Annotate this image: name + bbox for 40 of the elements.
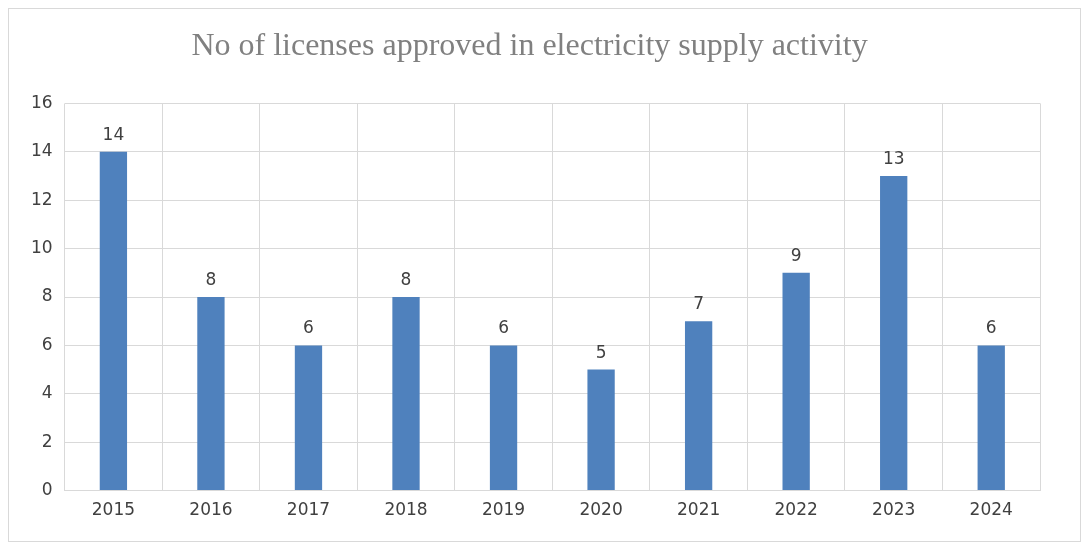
bar	[392, 297, 420, 491]
x-tick-label: 2024	[969, 499, 1013, 520]
bar	[294, 345, 323, 491]
y-tick-label: 10	[30, 237, 53, 258]
data-label: 5	[595, 341, 607, 362]
y-tick-label: 8	[41, 285, 53, 306]
x-tick-label: 2023	[872, 499, 916, 520]
y-tick-label: 0	[41, 479, 53, 500]
data-label: 6	[303, 317, 314, 338]
y-tick-label: 14	[30, 140, 53, 161]
chart-title: No of licenses approved in electricity supply activity	[191, 25, 868, 62]
data-label: 7	[693, 293, 705, 314]
bar	[99, 151, 128, 491]
data-label: 6	[985, 317, 997, 338]
x-tick-label: 2019	[481, 499, 526, 520]
y-tick-label: 16	[30, 91, 53, 112]
y-tick-label: 4	[41, 382, 53, 403]
bar	[880, 176, 908, 491]
y-tick-label: 2	[41, 430, 53, 451]
data-label: 8	[205, 268, 217, 289]
bar	[782, 272, 810, 491]
data-label: 9	[790, 244, 802, 265]
y-tick-label: 12	[30, 188, 53, 209]
y-tick-label: 6	[41, 333, 53, 354]
x-tick-label: 2016	[189, 499, 233, 520]
x-tick-label: 2022	[774, 499, 818, 520]
data-label: 14	[102, 123, 125, 144]
bar	[684, 321, 713, 491]
data-label: 13	[882, 147, 905, 168]
bar	[489, 345, 518, 491]
x-tick-label: 2018	[384, 499, 428, 520]
bar	[197, 297, 225, 491]
x-tick-label: 2015	[91, 499, 136, 520]
x-tick-label: 2020	[579, 499, 623, 520]
data-label: 8	[400, 268, 412, 289]
data-label: 6	[498, 317, 509, 338]
x-tick-label: 2017	[286, 499, 331, 520]
x-tick-label: 2021	[676, 499, 721, 520]
bar	[587, 369, 615, 491]
bar	[977, 345, 1005, 491]
